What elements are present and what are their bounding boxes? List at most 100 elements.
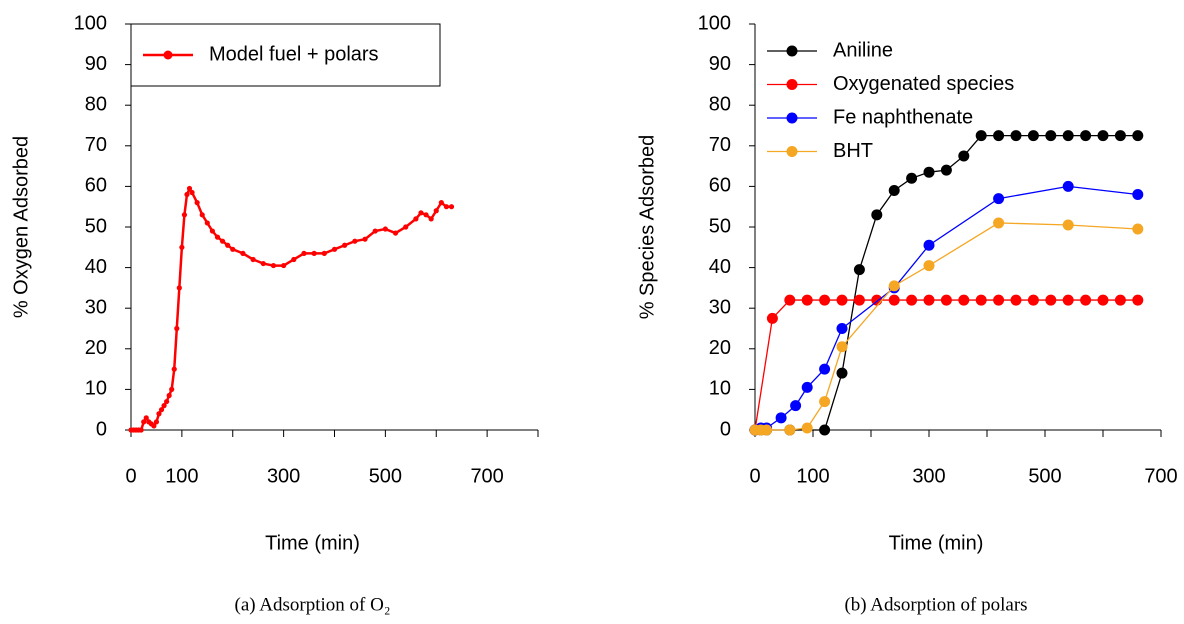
point bbox=[199, 212, 205, 218]
y-axis-label: % Oxygen Adsorbed bbox=[10, 136, 32, 318]
point bbox=[819, 363, 831, 375]
point bbox=[184, 191, 190, 198]
point bbox=[342, 242, 348, 248]
point bbox=[1080, 130, 1092, 142]
series-line bbox=[754, 185, 1138, 431]
point bbox=[194, 200, 200, 206]
x-tick-label: 300 bbox=[267, 465, 300, 487]
y-axis-label: % Species Adsorbed bbox=[636, 135, 658, 320]
x-tick-label: 100 bbox=[796, 465, 829, 487]
point bbox=[428, 216, 434, 222]
caption: (a) Adsorption of O₂ bbox=[235, 594, 391, 615]
point bbox=[1132, 189, 1144, 201]
y-tick-label: 20 bbox=[709, 337, 731, 359]
point bbox=[923, 166, 935, 178]
point bbox=[1132, 294, 1144, 306]
x-axis-label: Time (min) bbox=[265, 532, 360, 554]
point bbox=[784, 294, 796, 306]
point bbox=[1114, 294, 1126, 306]
point bbox=[993, 217, 1005, 229]
x-tick-label: 500 bbox=[369, 465, 402, 487]
point bbox=[790, 400, 802, 412]
point bbox=[993, 193, 1005, 205]
point bbox=[291, 256, 297, 263]
series-line bbox=[755, 222, 1138, 431]
point bbox=[836, 323, 848, 334]
point bbox=[761, 424, 773, 436]
point bbox=[1062, 219, 1074, 231]
point bbox=[372, 228, 378, 234]
x-tick-label: 700 bbox=[470, 465, 503, 487]
legend-marker bbox=[163, 50, 173, 60]
legend-marker bbox=[786, 146, 798, 157]
point bbox=[433, 208, 439, 214]
x-tick-label: 700 bbox=[1144, 465, 1177, 487]
point bbox=[958, 150, 970, 162]
y-tick-label: 40 bbox=[709, 256, 731, 278]
point bbox=[138, 427, 144, 433]
y-tick-label: 0 bbox=[720, 418, 731, 440]
y-tick-label: 60 bbox=[85, 175, 107, 197]
point bbox=[1045, 130, 1057, 142]
point bbox=[321, 250, 327, 256]
y-tick-label: 30 bbox=[709, 296, 731, 318]
point bbox=[230, 246, 236, 252]
point bbox=[975, 130, 987, 142]
point bbox=[1027, 130, 1039, 142]
point bbox=[179, 244, 185, 250]
point bbox=[270, 262, 277, 269]
x-tick-label: 0 bbox=[125, 465, 136, 487]
point bbox=[1080, 294, 1092, 306]
y-tick-label: 40 bbox=[85, 256, 107, 278]
point bbox=[418, 210, 424, 216]
point bbox=[423, 212, 429, 218]
y-tick-label: 10 bbox=[85, 378, 107, 400]
x-tick-label: 300 bbox=[912, 465, 945, 487]
point bbox=[158, 407, 165, 413]
point bbox=[153, 419, 160, 425]
x-axis-label: Time (min) bbox=[889, 532, 984, 554]
y-tick-label: 80 bbox=[709, 93, 731, 115]
point bbox=[784, 424, 796, 436]
point bbox=[143, 415, 149, 421]
y-tick-label: 30 bbox=[85, 296, 107, 318]
legend-frame bbox=[130, 23, 441, 87]
point bbox=[958, 294, 970, 306]
point bbox=[1027, 294, 1039, 306]
point bbox=[186, 185, 193, 192]
y-tick-label: 90 bbox=[85, 53, 107, 75]
y-tick-label: 70 bbox=[85, 134, 107, 156]
point bbox=[225, 242, 231, 248]
point bbox=[301, 250, 307, 256]
y-tick-label: 0 bbox=[96, 418, 107, 440]
point bbox=[250, 256, 256, 263]
point bbox=[176, 285, 182, 291]
point bbox=[413, 216, 419, 222]
series-line bbox=[754, 299, 1138, 431]
point bbox=[448, 204, 455, 210]
point bbox=[940, 294, 952, 306]
point bbox=[260, 260, 266, 267]
y-tick-label: 70 bbox=[709, 134, 731, 156]
point bbox=[993, 130, 1005, 142]
point bbox=[1097, 130, 1109, 142]
point bbox=[1062, 180, 1074, 192]
point bbox=[169, 386, 175, 392]
series-line bbox=[131, 185, 452, 432]
y-tick-label: 100 bbox=[698, 12, 731, 34]
point bbox=[164, 398, 170, 405]
point bbox=[853, 264, 865, 276]
point bbox=[189, 189, 195, 196]
point bbox=[151, 423, 157, 429]
y-tick-label: 80 bbox=[85, 93, 107, 115]
point bbox=[819, 424, 831, 436]
caption: (b) Adsorption of polars bbox=[844, 594, 1027, 615]
point bbox=[382, 226, 388, 232]
point bbox=[906, 172, 918, 184]
point bbox=[171, 366, 177, 372]
legend-marker bbox=[786, 112, 798, 124]
point bbox=[766, 312, 778, 324]
point bbox=[923, 294, 935, 306]
point bbox=[204, 220, 210, 226]
point bbox=[975, 294, 987, 306]
